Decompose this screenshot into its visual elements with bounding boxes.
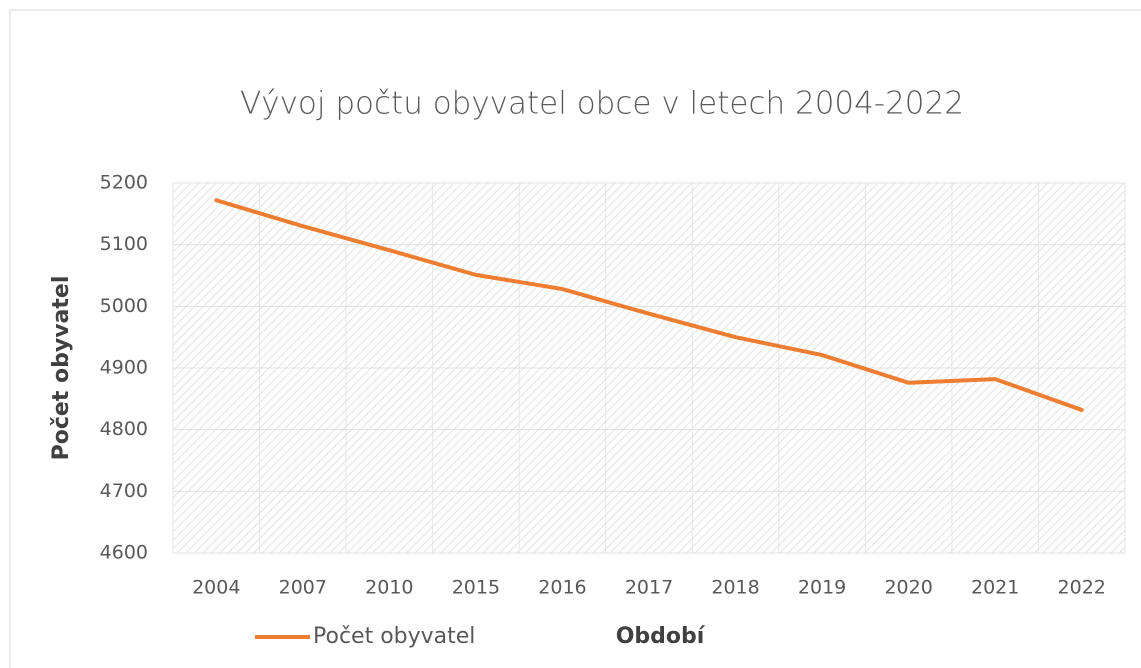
x-tick-label: 2010 [365, 577, 413, 599]
data-line [214, 198, 1084, 412]
legend-label: Počet obyvatel [313, 624, 475, 649]
x-axis-title: Období [616, 624, 706, 649]
y-tick-label: 5200 [100, 172, 148, 194]
y-tick-label: 5100 [100, 233, 148, 255]
x-tick-label: 2017 [625, 577, 673, 599]
x-tick-label: 2021 [971, 577, 1019, 599]
y-tick-label: 4900 [100, 357, 148, 379]
x-tick-label: 2019 [798, 577, 846, 599]
y-tick-label: 4600 [100, 542, 148, 564]
x-tick-label: 2004 [192, 577, 240, 599]
y-tick-label: 5000 [100, 295, 148, 317]
chart-title: Vývoj počtu obyvatel obce v letech 2004-… [240, 86, 964, 122]
x-tick-label: 2015 [452, 577, 500, 599]
x-tick-label: 2020 [884, 577, 932, 599]
y-tick-label: 4800 [100, 418, 148, 440]
x-tick-label: 2016 [538, 577, 586, 599]
x-tick-label: 2022 [1058, 577, 1106, 599]
y-tick-label: 4700 [100, 480, 148, 502]
x-tick-label: 2018 [711, 577, 759, 599]
x-tick-label: 2007 [279, 577, 327, 599]
y-axis-title: Počet obyvatel [49, 276, 74, 461]
